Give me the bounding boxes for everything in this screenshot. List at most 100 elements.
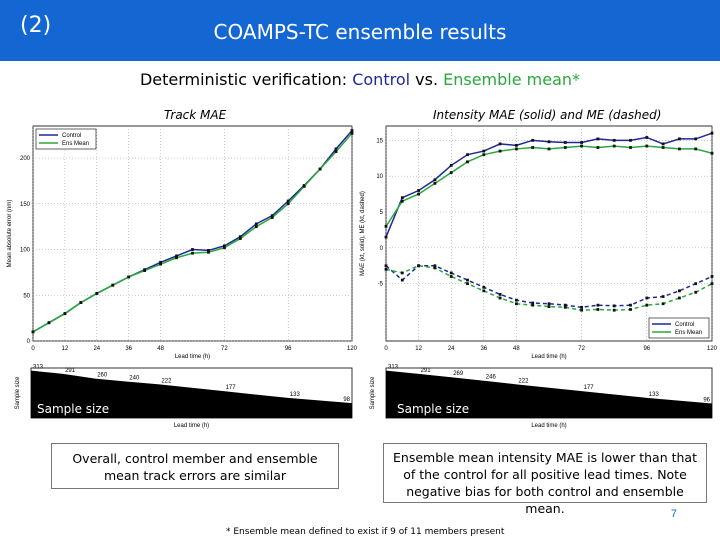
page-number: 7 [670,508,677,520]
track-data-point [350,129,354,132]
intensity-data-point [384,224,388,228]
intensity-data-point [563,303,567,307]
track-data-point [95,292,99,295]
track-mae-chart: 0 12 24 36 48 72 96 120 0 50 100 150 200 Lead time (h… [7,125,358,360]
track-x-tick-label: 72 [221,346,228,352]
intensity-data-point [661,302,665,306]
intensity-data-point [563,305,567,309]
intensity-x-tick-label: 72 [578,346,585,352]
track-x-tick-label: 96 [285,346,292,352]
intensity-data-point [661,146,665,149]
intensity-data-point [400,278,404,282]
intensity-y-tick-label: 10 [376,174,383,180]
intensity-data-point [531,146,535,149]
intensity-ss-x-axis-label: Lead time (h) [531,423,566,429]
intensity-data-point [498,142,502,146]
intensity-x-tick-label: 96 [643,346,650,352]
intensity-data-point [612,304,616,308]
intensity-ss-data-label: 133 [649,392,660,398]
intensity-data-point [515,147,518,151]
track-data-point [223,244,226,248]
intensity-data-point [596,137,600,141]
track-x-tick-label: 48 [157,346,164,352]
intensity-data-point [449,171,453,174]
intensity-data-point [678,289,681,293]
track-data-point [79,301,83,304]
intensity-data-point [417,189,420,192]
track-ss-area [31,370,352,418]
intensity-data-point [531,301,535,305]
intensity-panel-title: Intensity MAE (solid) and ME (dashed) [433,108,662,122]
intensity-ss-data-label: 269 [453,371,464,377]
track-ss-data-label: 98 [343,397,350,403]
track-data-point [286,199,290,203]
intensity-sample-size-label: Sample size [397,402,470,416]
intensity-data-point [433,181,437,185]
intensity-y-tick-label: 15 [376,138,383,144]
subtitle: Deterministic verification: Control vs. … [0,70,720,89]
intensity-ss-data-label: 313 [388,365,399,371]
track-legend [35,128,97,150]
track-x-tick-label: 12 [62,346,69,352]
track-data-point [31,330,35,334]
track-sample-size-chart: 313 291 260 240 222 177 133 98 Lead time (h) Samp… [15,365,353,429]
intensity-data-point [498,293,502,296]
intensity-y-tick-label: -5 [378,282,384,288]
intensity-data-point [417,192,420,196]
intensity-series-line [385,264,713,311]
intensity-data-point [629,138,632,142]
track-y-tick-label: 0 [27,339,31,345]
track-legend-entry: Control [62,133,81,139]
track-ss-data-label: 133 [290,392,301,398]
intensity-data-point [710,275,714,278]
track-x-tick-label: 36 [125,346,132,352]
track-data-point [111,283,115,287]
intensity-x-tick-label: 36 [480,346,487,352]
intensity-x-tick-label: 0 [384,346,388,352]
track-data-point [254,225,258,229]
intensity-caption: Ensemble mean intensity MAE is lower tha… [383,443,707,516]
intensity-y-tick-label: 5 [380,210,384,216]
intensity-data-point [417,264,420,268]
intensity-legend [648,317,710,339]
intensity-data-point [466,282,469,286]
intensity-data-point [629,303,632,307]
intensity-x-tick-label: 48 [513,346,520,352]
track-ss-data-label: 177 [226,385,237,391]
track-y-tick-label: 200 [20,156,31,162]
intensity-data-point [596,308,600,311]
footnote: * Ensemble mean defined to exist if 9 of… [226,527,505,537]
track-ss-data-label: 240 [129,376,140,382]
intensity-data-point [449,275,453,278]
track-data-point [286,202,290,206]
intensity-x-tick-label: 120 [707,346,718,352]
intensity-y-tick-label: 0 [380,246,384,252]
track-y-axis-label: Mean absolute error (nm) [7,200,13,268]
track-data-point [159,260,162,264]
intensity-data-point [531,303,535,307]
subtitle-prefix: Deterministic verification: [139,70,353,89]
intensity-data-point [384,264,388,268]
intensity-data-point [466,160,469,164]
track-ss-y-axis-label: Sample size [15,376,21,409]
intensity-data-point [580,305,583,309]
intensity-ss-data-label: 222 [518,378,529,384]
intensity-data-point [482,149,486,153]
intensity-data-point [466,153,469,157]
intensity-data-point [694,290,698,294]
intensity-data-point [629,308,632,311]
track-ss-data-label: 222 [161,378,172,384]
track-data-point [143,269,147,272]
title-bar: (2) COAMPS-TC ensemble results [0,0,720,61]
intensity-data-point [515,298,518,302]
intensity-data-point [563,146,567,149]
track-data-point [191,251,194,255]
intensity-data-point [580,308,583,312]
track-data-point [63,312,67,315]
intensity-data-point [547,140,551,144]
intensity-ss-data-label: 177 [584,385,595,391]
intensity-data-point [400,271,404,275]
intensity-data-point [547,305,551,308]
intensity-data-point [645,303,649,307]
track-y-tick-label: 100 [20,248,31,254]
